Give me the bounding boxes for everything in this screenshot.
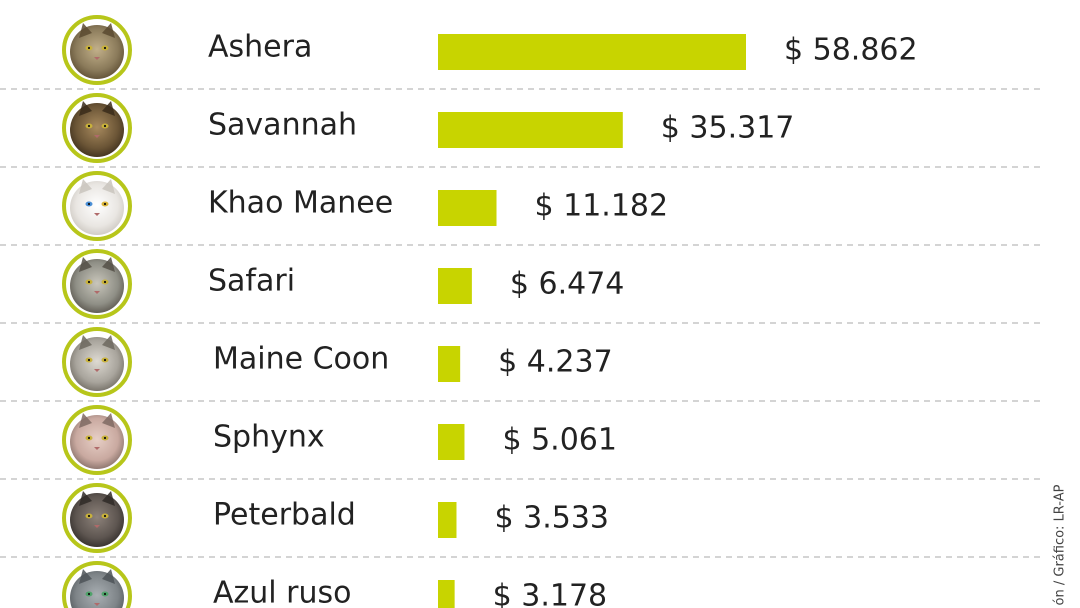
bar: [438, 346, 461, 382]
category-label: Maine Coon: [213, 342, 389, 377]
sphynx-cat-icon: [62, 405, 132, 475]
maine-coon-cat-icon: [62, 327, 132, 397]
value-label: $ 4.237: [498, 345, 613, 380]
value-label: $ 3.178: [493, 579, 608, 608]
source-credit: ón / Gráfico: LR-AP: [1052, 484, 1068, 606]
peterbald-cat-icon: [62, 483, 132, 553]
value-label: $ 58.862: [784, 33, 918, 68]
category-label: Safari: [208, 264, 295, 299]
bar: [438, 190, 497, 226]
ashera-cat-icon: [62, 15, 132, 85]
category-label: Sphynx: [213, 420, 325, 455]
category-label: Azul ruso: [213, 576, 352, 608]
russian-blue-cat-icon: [62, 561, 132, 608]
category-label: Peterbald: [213, 498, 356, 533]
bar: [438, 580, 455, 608]
bar: [438, 268, 472, 304]
category-label: Khao Manee: [208, 186, 393, 221]
category-label: Savannah: [208, 108, 357, 143]
bar: [438, 34, 746, 70]
value-label: $ 6.474: [510, 267, 625, 302]
value-label: $ 35.317: [661, 111, 795, 146]
khao-manee-cat-icon: [62, 171, 132, 241]
bar: [438, 502, 457, 538]
value-label: $ 3.533: [494, 501, 609, 536]
value-label: $ 5.061: [502, 423, 617, 458]
bar: [438, 424, 465, 460]
category-label: Ashera: [208, 30, 312, 65]
safari-cat-icon: [62, 249, 132, 319]
bar: [438, 112, 623, 148]
savannah-cat-icon: [62, 93, 132, 163]
value-label: $ 11.182: [535, 189, 669, 224]
